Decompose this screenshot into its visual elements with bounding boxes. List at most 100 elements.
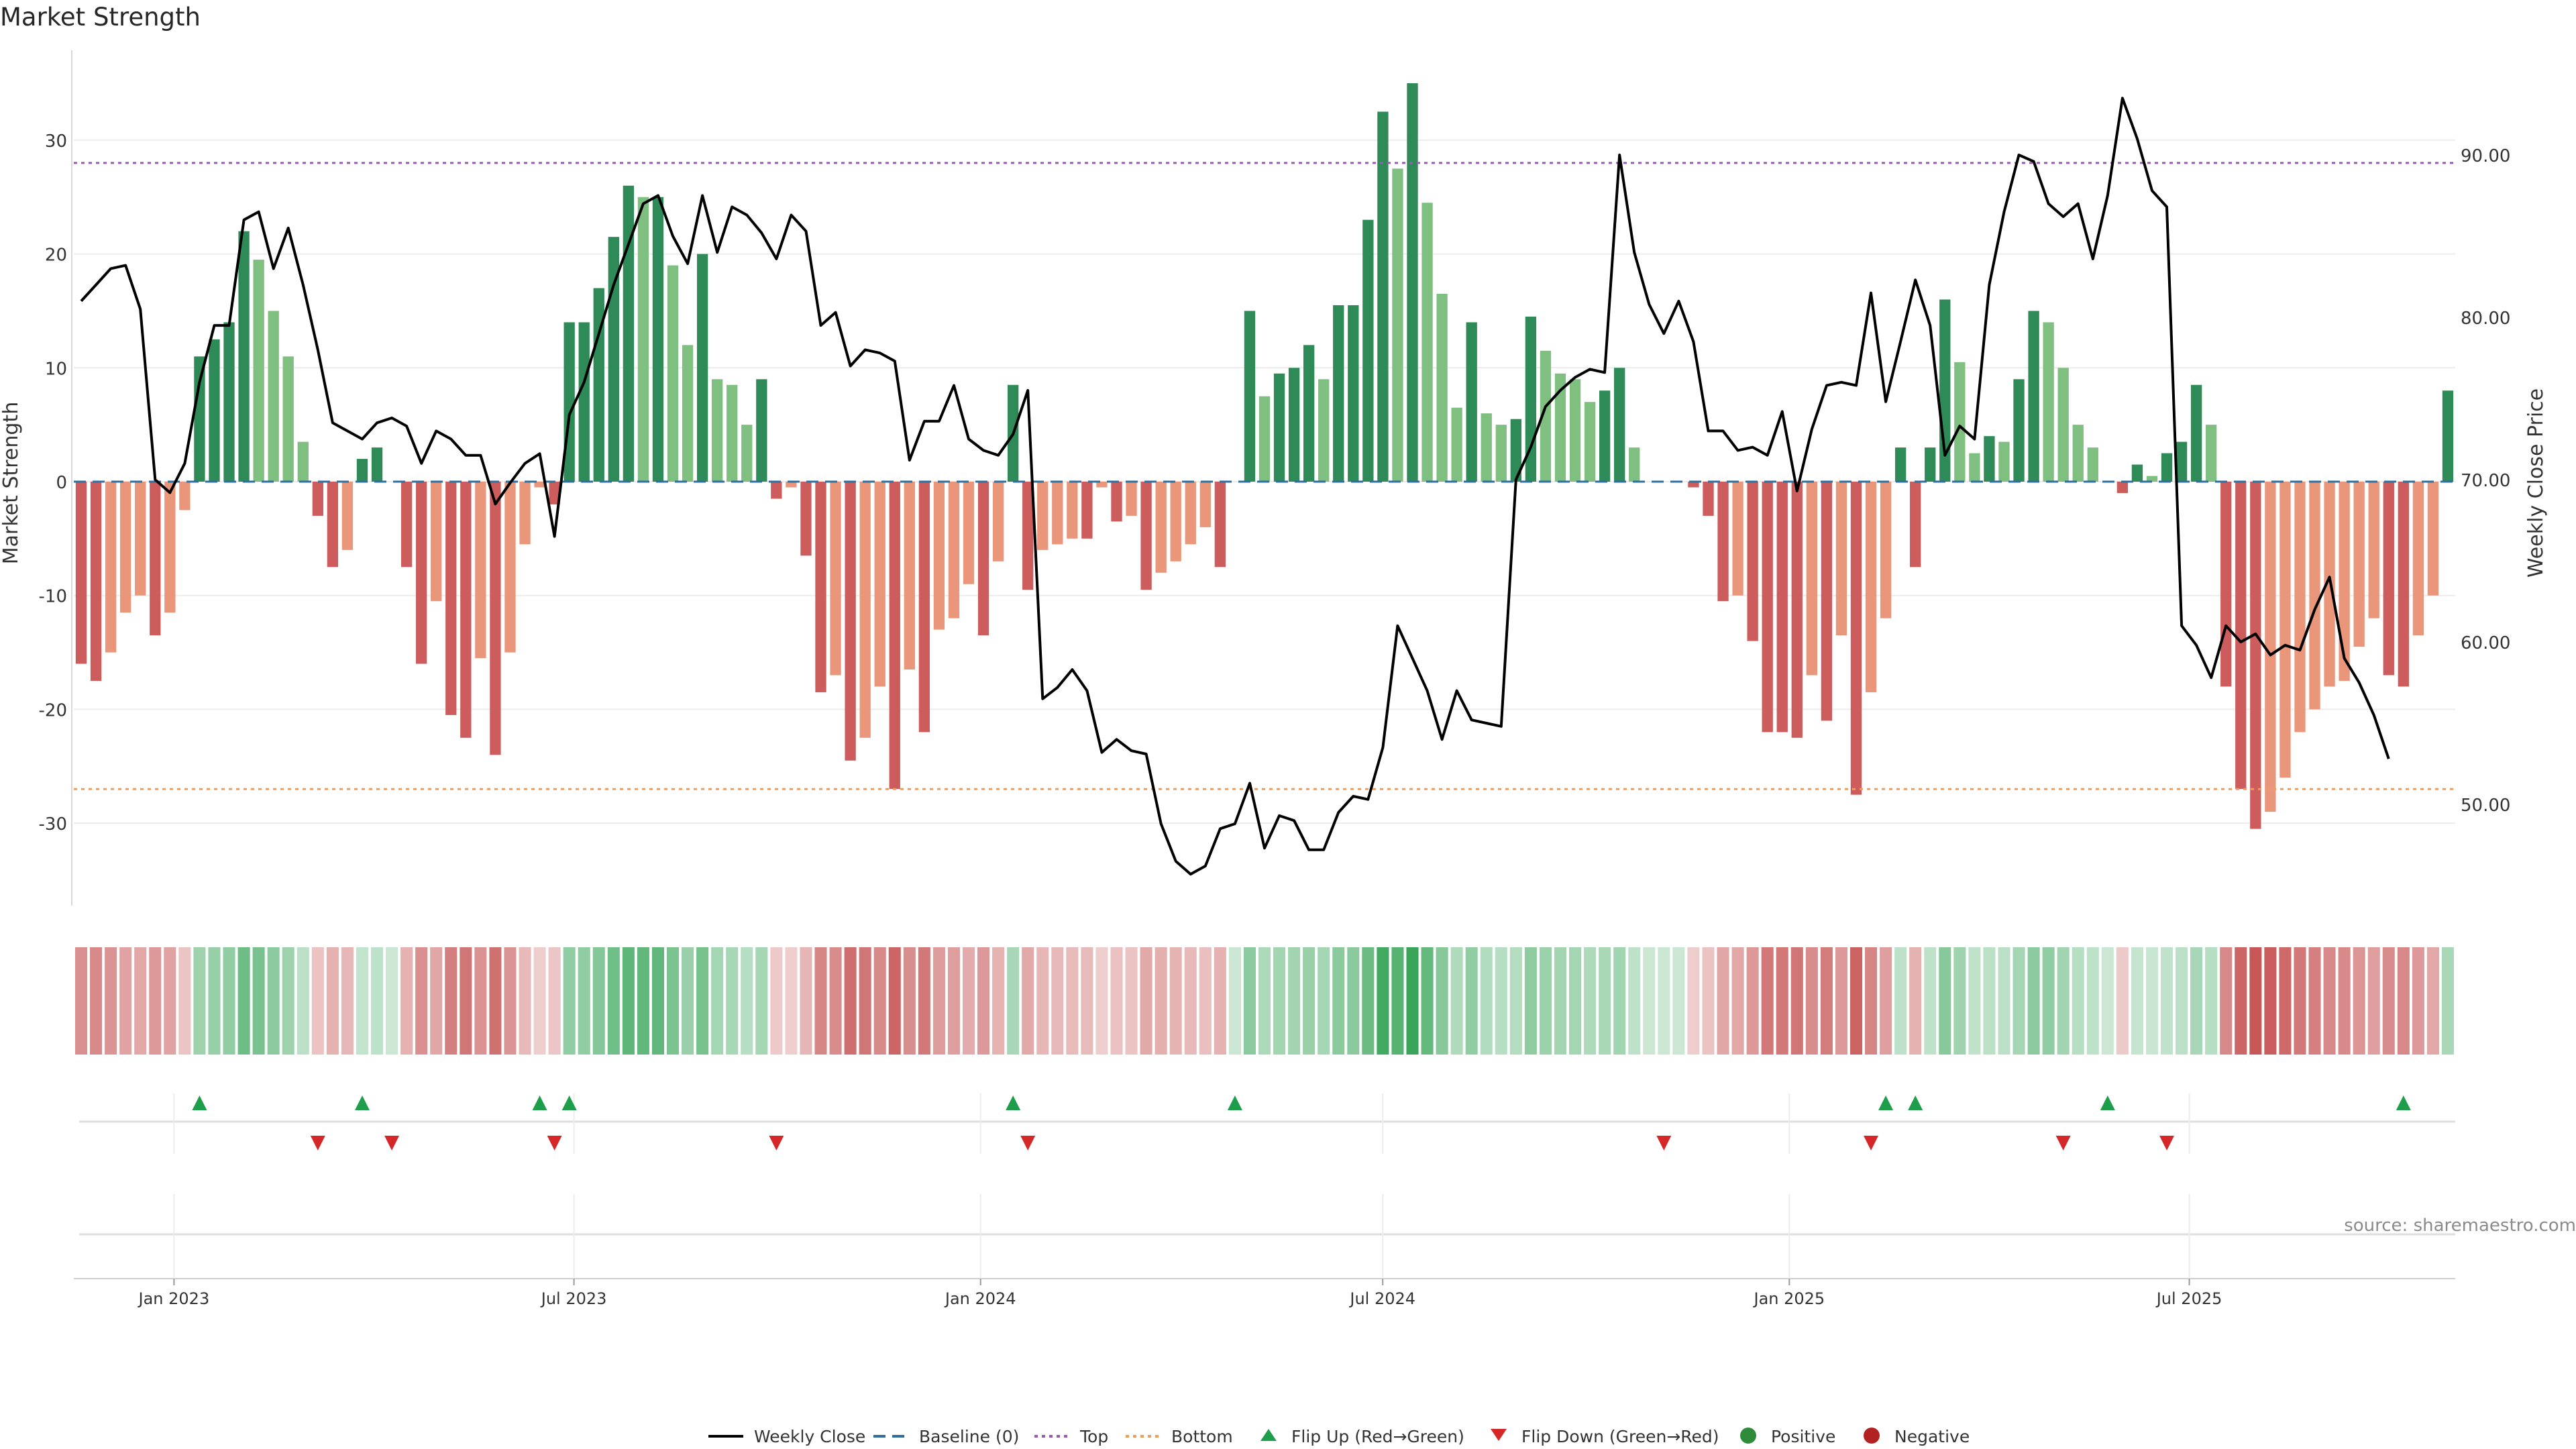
strength-heat-cell — [1880, 947, 1892, 1055]
strength-heat-cell — [977, 947, 990, 1055]
strength-heat-cell — [2116, 947, 2129, 1055]
negative-bar — [830, 482, 841, 676]
negative-bar — [904, 482, 915, 670]
flip-down-marker — [1020, 1136, 1036, 1150]
strength-heat-cell — [814, 947, 827, 1055]
strength-heat-cell — [962, 947, 975, 1055]
strength-heat-cell — [1184, 947, 1197, 1055]
strength-heat-cell — [2382, 947, 2395, 1055]
strength-heat-cell — [1495, 947, 1507, 1055]
negative-bar — [445, 482, 457, 715]
strength-heat-cell — [607, 947, 620, 1055]
negative-bar — [845, 482, 856, 761]
strength-heat-cell — [1909, 947, 1922, 1055]
legend-item: Flip Down (Green→Red) — [1491, 1427, 1719, 1446]
negative-bar — [771, 482, 782, 499]
strength-heat-cell — [1169, 947, 1182, 1055]
strength-heat-cell — [2264, 947, 2277, 1055]
strength-heat-cell — [2353, 947, 2365, 1055]
flip-up-marker — [561, 1095, 577, 1110]
strength-heat-cell — [460, 947, 472, 1055]
strength-heat-cell — [1273, 947, 1286, 1055]
positive-bar — [1466, 322, 1477, 482]
positive-bar — [371, 447, 383, 482]
positive-bar — [1377, 111, 1389, 482]
strength-heat-cell — [474, 947, 487, 1055]
flip-down-marker — [1864, 1136, 1879, 1150]
positive-bar — [1451, 407, 1462, 482]
negative-bar — [786, 482, 797, 488]
flip-down-marker — [2055, 1136, 2071, 1150]
strength-heat-cell — [1849, 947, 1863, 1055]
strength-heat-cell — [149, 947, 162, 1055]
positive-bar — [1614, 368, 1625, 482]
strength-heat-cell — [1436, 947, 1448, 1055]
positive-bar — [712, 379, 723, 482]
positive-bar — [223, 322, 235, 482]
strength-heat-cell — [1007, 947, 1020, 1055]
strength-heat-cell — [445, 947, 458, 1055]
negative-bar — [1910, 482, 1921, 568]
strength-heat-cell — [918, 947, 930, 1055]
strength-heat-cell — [2441, 947, 2455, 1055]
positive-bar — [1362, 219, 1374, 482]
positive-bar — [1288, 368, 1300, 482]
negative-bar — [977, 482, 989, 636]
x-tick-label: Jul 2025 — [2155, 1289, 2222, 1308]
negative-bar — [1199, 482, 1211, 527]
positive-bar — [2072, 425, 2084, 482]
left-tick-label: 0 — [56, 473, 67, 493]
negative-bar — [2116, 482, 2129, 493]
negative-bar — [1703, 482, 1714, 516]
strength-heat-cell — [1584, 947, 1597, 1055]
negative-bar — [400, 482, 413, 568]
strength-heat-cell — [2101, 947, 2114, 1055]
negative-bar — [150, 482, 161, 636]
strength-heat-cell — [282, 947, 294, 1055]
positive-bar — [1569, 379, 1581, 482]
positive-bar — [238, 231, 250, 482]
negative-bar — [2294, 482, 2306, 733]
positive-bar — [1969, 453, 1980, 482]
strength-heat-cell — [1776, 947, 1788, 1055]
strength-heat-cell — [2323, 947, 2336, 1055]
strength-heat-cell — [829, 947, 842, 1055]
positive-bar — [1421, 203, 1433, 482]
strength-heat-cell — [2220, 947, 2233, 1055]
flip-up-marker — [1006, 1095, 1021, 1110]
flip-up-marker — [532, 1095, 547, 1110]
positive-bar — [282, 356, 294, 482]
strength-heat-cell — [1110, 947, 1123, 1055]
negative-bar — [859, 482, 871, 738]
positive-bar — [2190, 384, 2202, 482]
flip-up-marker — [2396, 1095, 2411, 1110]
strength-heat-cell — [1228, 947, 1241, 1055]
strength-heat-cell — [1983, 947, 1996, 1055]
strength-heat-cell — [2426, 947, 2439, 1055]
legend-circle-icon — [1864, 1428, 1880, 1444]
strength-heat-cell — [1717, 947, 1729, 1055]
strength-heat-cell — [947, 947, 960, 1055]
flip-up-marker — [1878, 1095, 1894, 1110]
positive-bar — [1510, 419, 1522, 482]
strength-heat-cell — [1613, 947, 1626, 1055]
positive-bar — [1629, 447, 1640, 482]
strength-heat-cell — [666, 947, 680, 1055]
positive-bar — [1954, 362, 1966, 482]
negative-bar — [416, 482, 427, 664]
positive-bar — [1348, 305, 1359, 482]
strength-heat-cell — [770, 947, 783, 1055]
strength-heat-cell — [2072, 947, 2084, 1055]
strength-heat-cell — [1066, 947, 1079, 1055]
chart-title: Market Strength — [0, 3, 201, 32]
strength-heat-cell — [1081, 947, 1093, 1055]
negative-bar — [549, 482, 560, 504]
negative-bar — [2383, 482, 2394, 676]
negative-bar — [1170, 482, 1181, 561]
strength-heat-cell — [2131, 947, 2143, 1055]
strength-heat-cell — [622, 947, 635, 1055]
flip-down-marker — [769, 1136, 784, 1150]
strength-heat-cell — [548, 947, 561, 1055]
strength-heat-cell — [193, 947, 206, 1055]
